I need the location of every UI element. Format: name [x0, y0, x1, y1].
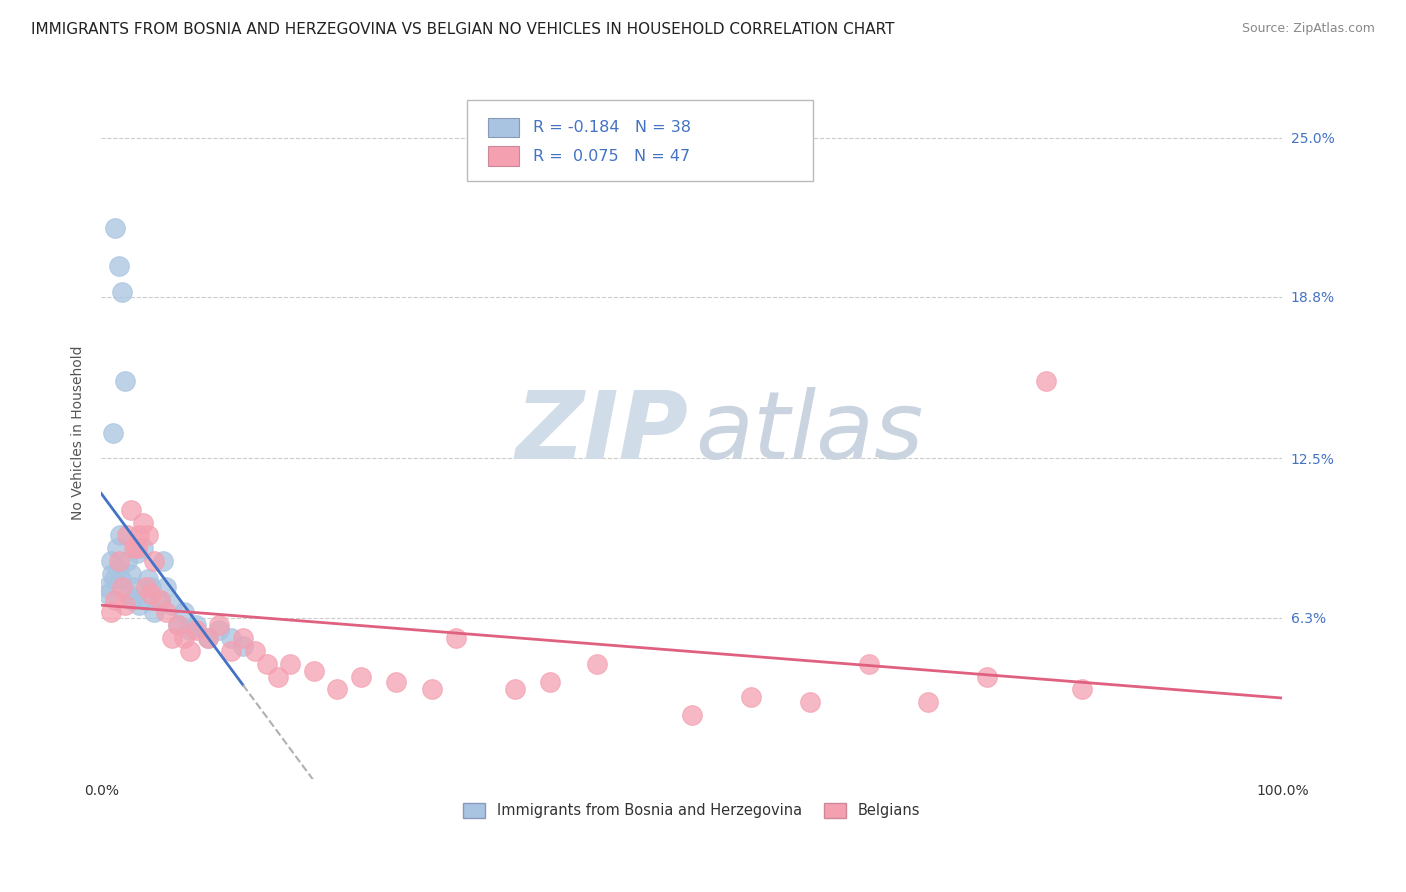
Point	[184, 624, 207, 638]
Point	[160, 631, 183, 645]
Point	[1070, 682, 1092, 697]
Point	[173, 606, 195, 620]
Legend: Immigrants from Bosnia and Herzegovina, Belgians: Immigrants from Bosnia and Herzegovina, …	[457, 797, 927, 824]
Point	[197, 631, 219, 645]
Point	[420, 682, 443, 697]
Point	[1035, 375, 1057, 389]
Point	[107, 562, 129, 576]
Point	[128, 528, 150, 542]
Point	[115, 528, 138, 542]
Point	[167, 618, 190, 632]
Point	[256, 657, 278, 671]
Point	[103, 572, 125, 586]
Point	[350, 670, 373, 684]
Point	[114, 375, 136, 389]
Text: R =  0.075   N = 47: R = 0.075 N = 47	[533, 149, 690, 163]
Point	[131, 516, 153, 530]
Point	[124, 580, 146, 594]
Point	[128, 598, 150, 612]
Point	[167, 618, 190, 632]
Point	[917, 695, 939, 709]
Point	[149, 592, 172, 607]
Point	[135, 580, 157, 594]
Point	[110, 572, 132, 586]
Text: Source: ZipAtlas.com: Source: ZipAtlas.com	[1241, 22, 1375, 36]
Point	[121, 592, 143, 607]
Point	[219, 631, 242, 645]
Point	[155, 606, 177, 620]
Point	[101, 566, 124, 581]
Point	[243, 644, 266, 658]
Point	[120, 566, 142, 581]
Point	[96, 580, 118, 594]
Point	[681, 708, 703, 723]
Point	[143, 554, 166, 568]
Point	[100, 554, 122, 568]
Point	[124, 541, 146, 556]
Point	[135, 592, 157, 607]
Point	[108, 554, 131, 568]
Point	[184, 618, 207, 632]
Point	[131, 541, 153, 556]
Point	[149, 592, 172, 607]
Point	[104, 592, 127, 607]
Point	[219, 644, 242, 658]
Point	[976, 670, 998, 684]
Point	[115, 554, 138, 568]
Point	[179, 644, 201, 658]
Point	[538, 674, 561, 689]
Point	[138, 572, 160, 586]
Point	[503, 682, 526, 697]
Point	[586, 657, 609, 671]
Point	[385, 674, 408, 689]
Point	[111, 285, 134, 299]
Point	[108, 528, 131, 542]
Point	[108, 259, 131, 273]
Point	[139, 580, 162, 594]
Point	[302, 665, 325, 679]
Text: R = -0.184   N = 38: R = -0.184 N = 38	[533, 120, 690, 135]
Point	[125, 546, 148, 560]
Point	[444, 631, 467, 645]
Point	[143, 606, 166, 620]
Point	[267, 670, 290, 684]
Point	[104, 220, 127, 235]
Point	[160, 598, 183, 612]
Point	[139, 587, 162, 601]
Text: ZIP: ZIP	[516, 387, 688, 479]
Point	[208, 624, 231, 638]
Point	[125, 541, 148, 556]
Point	[799, 695, 821, 709]
Point	[208, 618, 231, 632]
Point	[179, 624, 201, 638]
Point	[97, 587, 120, 601]
Text: atlas: atlas	[696, 387, 924, 478]
Point	[114, 598, 136, 612]
Point	[152, 554, 174, 568]
Point	[326, 682, 349, 697]
Text: IMMIGRANTS FROM BOSNIA AND HERZEGOVINA VS BELGIAN NO VEHICLES IN HOUSEHOLD CORRE: IMMIGRANTS FROM BOSNIA AND HERZEGOVINA V…	[31, 22, 894, 37]
Point	[155, 580, 177, 594]
Point	[232, 631, 254, 645]
Point	[105, 541, 128, 556]
Y-axis label: No Vehicles in Household: No Vehicles in Household	[72, 345, 86, 520]
Point	[858, 657, 880, 671]
Point	[173, 631, 195, 645]
Point	[101, 425, 124, 440]
Point	[138, 528, 160, 542]
Point	[740, 690, 762, 705]
Point	[117, 587, 139, 601]
Point	[100, 606, 122, 620]
Point	[120, 503, 142, 517]
Point	[111, 580, 134, 594]
Point	[232, 639, 254, 653]
Point	[197, 631, 219, 645]
Point	[278, 657, 301, 671]
